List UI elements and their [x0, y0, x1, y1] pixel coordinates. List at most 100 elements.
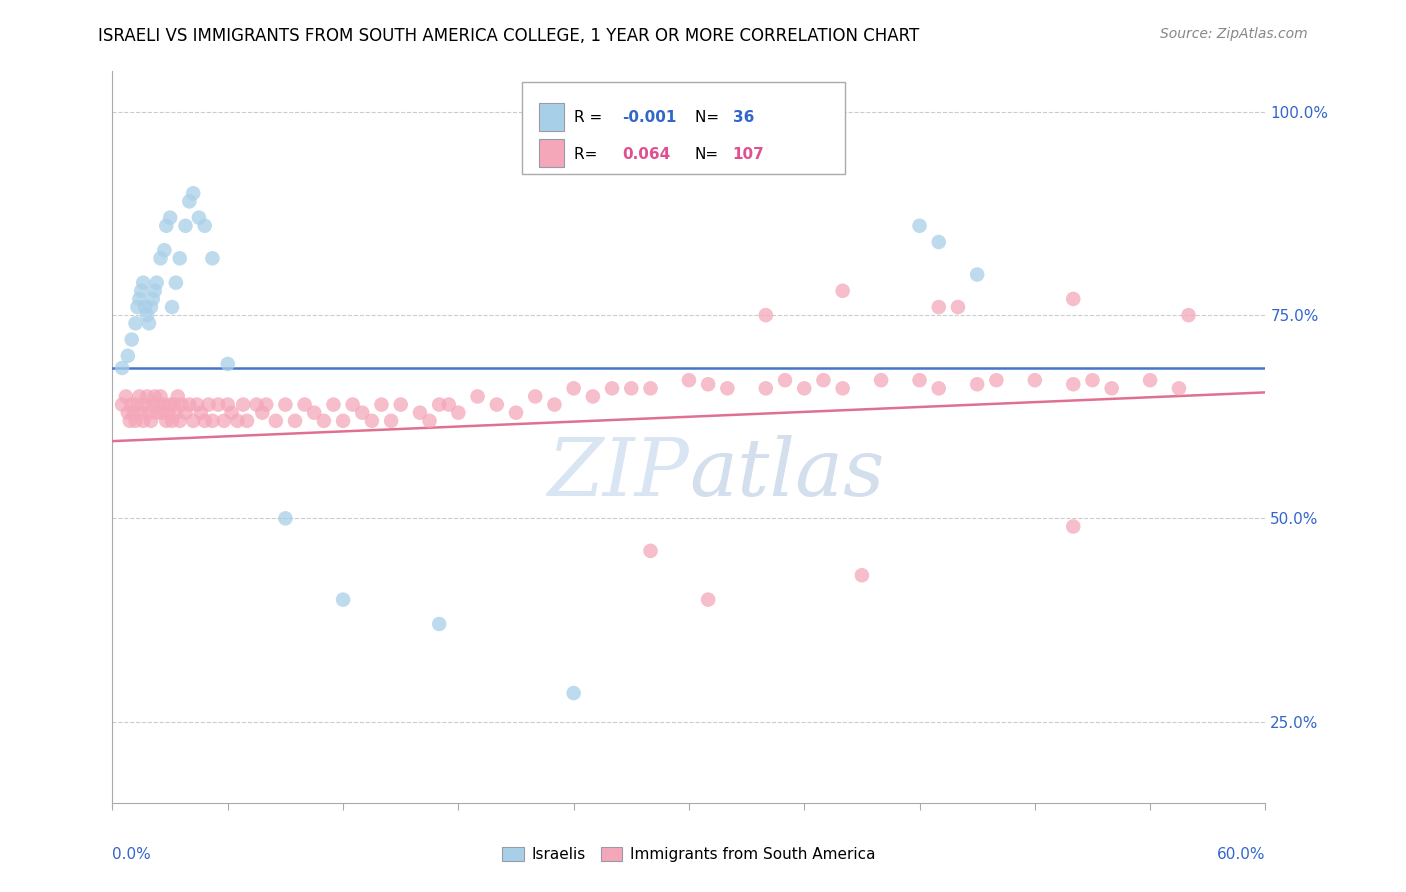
Point	[128, 389, 150, 403]
Point	[179, 194, 201, 209]
Point	[129, 284, 153, 298]
Point	[143, 389, 166, 403]
Point	[342, 398, 364, 412]
Point	[562, 686, 585, 700]
Point	[236, 414, 259, 428]
Point	[361, 414, 384, 428]
Point	[217, 357, 239, 371]
Point	[201, 252, 224, 266]
Point	[966, 377, 988, 392]
Point	[437, 398, 460, 412]
Point	[380, 414, 402, 428]
Point	[117, 406, 139, 420]
Text: -0.001: -0.001	[621, 110, 676, 125]
Point	[600, 381, 623, 395]
Point	[716, 381, 738, 395]
Point	[1062, 292, 1084, 306]
Point	[332, 592, 354, 607]
Point	[155, 414, 177, 428]
Point	[157, 406, 180, 420]
Point	[138, 406, 160, 420]
Point	[419, 414, 441, 428]
Point	[467, 389, 489, 403]
Point	[543, 398, 565, 412]
Point	[697, 592, 720, 607]
Point	[181, 414, 204, 428]
FancyBboxPatch shape	[522, 82, 845, 174]
Point	[1024, 373, 1046, 387]
Point	[190, 406, 212, 420]
Point	[129, 406, 153, 420]
Point	[284, 414, 307, 428]
Point	[1062, 519, 1084, 533]
Bar	[538, 103, 564, 130]
Point	[159, 398, 181, 412]
Text: 36: 36	[733, 110, 754, 125]
Point	[1062, 377, 1084, 392]
Point	[115, 389, 138, 403]
Point	[370, 398, 392, 412]
Text: ZIP: ZIP	[547, 435, 689, 512]
Point	[160, 414, 183, 428]
Point	[755, 381, 778, 395]
Point	[793, 381, 815, 395]
Point	[159, 211, 181, 225]
Bar	[538, 139, 564, 167]
Point	[212, 414, 235, 428]
Point	[755, 308, 778, 322]
Text: ISRAELI VS IMMIGRANTS FROM SOUTH AMERICA COLLEGE, 1 YEAR OR MORE CORRELATION CHA: ISRAELI VS IMMIGRANTS FROM SOUTH AMERICA…	[98, 27, 920, 45]
Point	[217, 398, 239, 412]
Point	[155, 219, 177, 233]
Point	[524, 389, 547, 403]
Point	[966, 268, 988, 282]
Point	[142, 398, 165, 412]
Point	[697, 377, 720, 392]
Point	[165, 276, 187, 290]
Point	[640, 544, 662, 558]
Point	[505, 406, 527, 420]
Point	[127, 398, 149, 412]
Point	[194, 414, 217, 428]
Point	[389, 398, 412, 412]
Point	[152, 406, 174, 420]
Point	[165, 406, 187, 420]
Point	[562, 381, 585, 395]
Point	[124, 316, 146, 330]
Point	[773, 373, 796, 387]
Point	[194, 219, 217, 233]
Text: 107: 107	[733, 146, 765, 161]
Point	[332, 414, 354, 428]
Point	[111, 361, 134, 376]
Point	[870, 373, 893, 387]
Point	[221, 406, 243, 420]
Point	[928, 381, 950, 395]
Text: N=: N=	[695, 146, 718, 161]
Point	[153, 398, 176, 412]
Point	[427, 617, 450, 632]
Point	[127, 300, 149, 314]
Point	[149, 389, 172, 403]
Point	[264, 414, 287, 428]
Point	[928, 300, 950, 314]
Point	[143, 284, 166, 298]
Point	[145, 406, 167, 420]
Point	[254, 398, 277, 412]
Point	[1081, 373, 1104, 387]
Point	[179, 398, 201, 412]
Point	[232, 398, 254, 412]
Point	[274, 511, 297, 525]
Point	[139, 414, 162, 428]
Point	[252, 406, 274, 420]
Point	[640, 381, 662, 395]
Text: R =: R =	[574, 110, 607, 125]
Point	[1139, 373, 1161, 387]
Point	[813, 373, 835, 387]
Point	[134, 300, 156, 314]
Text: N=: N=	[695, 110, 724, 125]
Point	[145, 276, 167, 290]
Point	[352, 406, 374, 420]
Point	[122, 406, 145, 420]
Point	[132, 276, 155, 290]
Point	[188, 211, 211, 225]
Point	[121, 333, 143, 347]
